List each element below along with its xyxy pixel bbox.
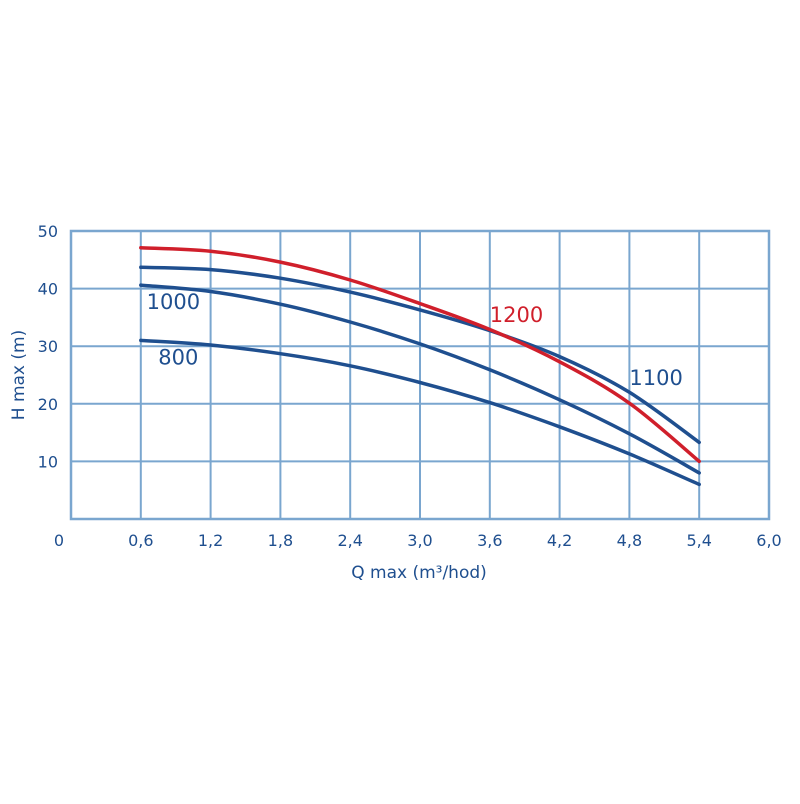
x-tick-label: 1,2 — [198, 531, 223, 550]
series-label-800: 800 — [158, 346, 198, 370]
series-layer — [139, 245, 701, 487]
series-line-1000 — [139, 283, 701, 475]
series-label-1200: 1200 — [490, 303, 543, 327]
y-tick-label: 20 — [38, 395, 58, 414]
y-axis-title: H max (m) — [9, 330, 29, 420]
y-tick-label: 40 — [38, 280, 58, 299]
x-tick-label: 5,4 — [686, 531, 711, 550]
series-line-1100 — [139, 265, 701, 445]
x-tick-label: 2,4 — [337, 531, 362, 550]
x-axis-title: Q max (m³/hod) — [351, 563, 487, 583]
x-tick-label: 4,2 — [547, 531, 572, 550]
x-tick-label: 1,8 — [268, 531, 293, 550]
x-tick-label: 6,0 — [756, 531, 781, 550]
annotation-layer: 1000 800 1200 1100 — [147, 290, 683, 390]
x-tick-label: 0 — [54, 531, 64, 550]
x-tick-label: 3,6 — [477, 531, 502, 550]
y-tick-label: 30 — [38, 337, 58, 356]
x-tick-label: 4,8 — [617, 531, 642, 550]
x-tick-label: 0,6 — [128, 531, 153, 550]
series-line-800 — [139, 338, 701, 487]
series-line-1200 — [139, 245, 701, 464]
series-label-1100: 1100 — [629, 366, 682, 390]
axis-layer: 0 0,6 1,2 1,8 2,4 3,0 3,6 4,2 4,8 5,4 6,0 10 20 30 40 5… — [38, 222, 782, 550]
x-tick-label: 3,0 — [407, 531, 432, 550]
y-tick-label: 50 — [38, 222, 58, 241]
y-tick-label: 10 — [38, 452, 58, 471]
series-label-1000: 1000 — [147, 290, 200, 314]
